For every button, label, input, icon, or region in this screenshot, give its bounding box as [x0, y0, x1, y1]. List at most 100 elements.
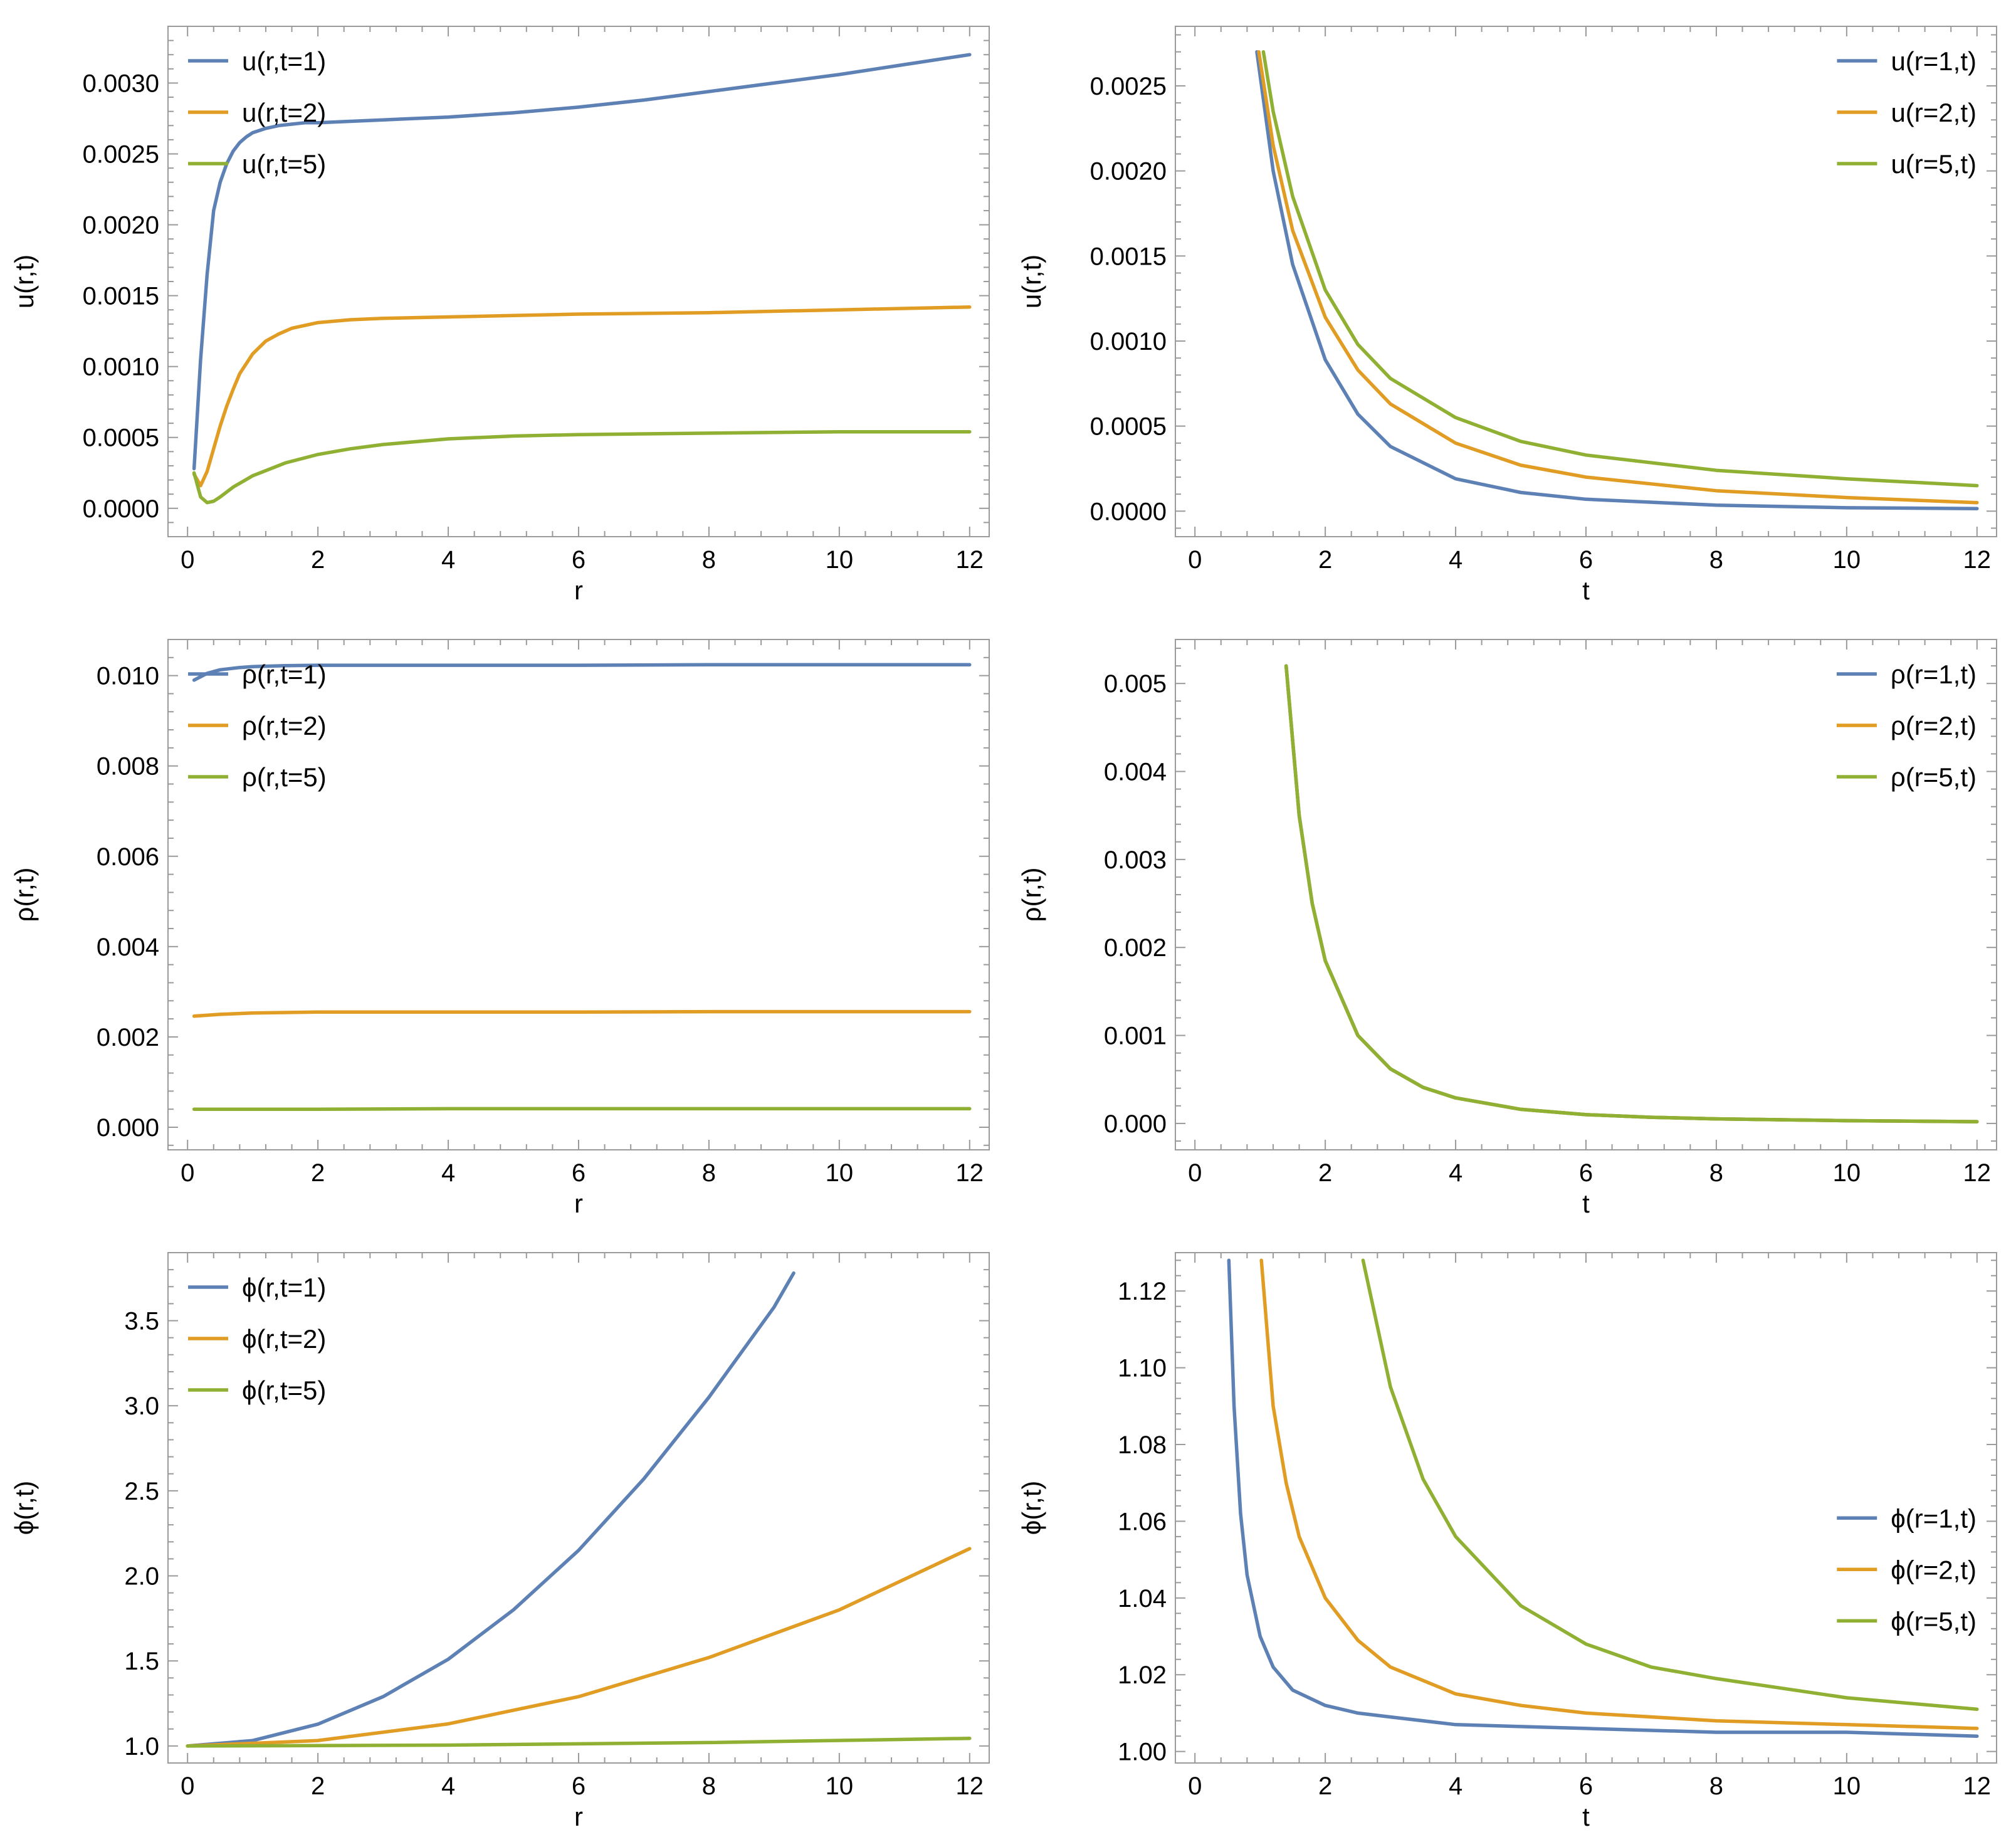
legend-label: ρ(r=2,t)	[1891, 711, 1977, 740]
x-tick-label: 12	[956, 1159, 984, 1187]
y-axis-label: ρ(r,t)	[1017, 868, 1046, 922]
x-tick-label: 0	[181, 1772, 194, 1800]
series-line-rho-r-t-1	[192, 663, 972, 682]
series-line-u-r-2-t	[1257, 50, 1979, 505]
panel-phi-vs-t: 0 2 4 6 8 10 12 1.00 1.02 1.04 1.06 1.08 1.10 1.12 t ϕ(…	[1017, 1252, 1997, 1831]
x-tick-label: 10	[826, 546, 854, 574]
y-tick-label: 1.08	[1118, 1431, 1167, 1459]
legend: ϕ(r,t=1) ϕ(r,t=2) ϕ(r,t=5)	[188, 1273, 326, 1405]
y-tick-label: 0.0015	[83, 283, 159, 310]
series-line-rho-r-t-2	[192, 1009, 972, 1018]
legend: ϕ(r=1,t) ϕ(r=2,t) ϕ(r=5,t)	[1837, 1503, 1977, 1636]
x-tick-label: 6	[572, 1159, 585, 1187]
series-line-u-r-t-2	[192, 305, 972, 488]
y-tick-label: 0.0025	[1090, 73, 1167, 100]
legend-label: ρ(r=5,t)	[1891, 762, 1977, 792]
y-tick-label: 0.008	[97, 753, 159, 781]
series-line-phi-r-2-t	[1259, 1258, 1979, 1730]
x-tick-label: 6	[572, 1772, 585, 1800]
x-tick-label: 0	[181, 1159, 194, 1187]
series-line-phi-r-1-t	[1227, 1258, 1979, 1738]
legend: u(r,t=1) u(r,t=2) u(r,t=5)	[188, 46, 326, 179]
x-tick-label: 2	[311, 1772, 325, 1800]
legend: u(r=1,t) u(r=2,t) u(r=5,t)	[1837, 46, 1977, 179]
x-tick-label: 0	[1188, 1772, 1202, 1800]
y-tick-label: 1.12	[1118, 1278, 1167, 1305]
x-tick-label: 10	[826, 1159, 854, 1187]
x-axis-label: t	[1582, 1189, 1590, 1218]
series-line-rho-r-2-t	[1284, 664, 1979, 1123]
y-tick-label: 1.0	[124, 1733, 159, 1760]
series-line-rho-r-1-t	[1284, 664, 1979, 1123]
legend-label: ϕ(r=5,t)	[1891, 1606, 1977, 1636]
x-tick-label: 2	[1318, 1772, 1332, 1800]
plot-area	[192, 53, 972, 505]
y-tick-label: 3.0	[124, 1392, 159, 1420]
y-tick-label: 0.0005	[1090, 413, 1167, 441]
plot-frame	[1175, 1252, 1997, 1764]
y-tick-label: 0.004	[1104, 759, 1167, 786]
legend-label: ρ(r,t=1)	[242, 660, 327, 689]
y-tick-label: 1.04	[1118, 1585, 1167, 1613]
y-axis-label: u(r,t)	[9, 255, 39, 308]
legend-label: ϕ(r=1,t)	[1891, 1503, 1977, 1533]
plot-area	[1227, 1258, 1979, 1738]
x-axis-label: t	[1582, 576, 1590, 605]
y-tick-label: 0.0010	[1090, 328, 1167, 355]
x-tick-label: 2	[311, 546, 325, 574]
x-tick-label: 12	[956, 546, 984, 574]
series-line-rho-r-5-t	[1284, 664, 1979, 1123]
y-tick-label: 0.0020	[1090, 158, 1167, 186]
x-tick-label: 0	[1188, 1159, 1202, 1187]
x-axis-label: t	[1582, 1802, 1590, 1831]
x-tick-label: 8	[1709, 546, 1723, 574]
x-tick-label: 12	[1963, 1772, 1992, 1800]
x-tick-label: 10	[1833, 1772, 1861, 1800]
y-tick-label: 0.0015	[1090, 243, 1167, 270]
x-tick-label: 2	[1318, 1159, 1332, 1187]
plot-area	[192, 663, 972, 1111]
x-tick-label: 10	[1833, 1159, 1861, 1187]
legend: ρ(r,t=1) ρ(r,t=2) ρ(r,t=5)	[188, 660, 327, 792]
panel-rho-vs-t: 0 2 4 6 8 10 12 0.000 0.001 0.002 0.003 0.004 0.005 t…	[1017, 639, 1997, 1218]
y-tick-label: 0.002	[1104, 934, 1167, 962]
x-tick-label: 6	[1579, 1772, 1593, 1800]
y-tick-label: 2.5	[124, 1478, 159, 1505]
panel-u-vs-t: 0 2 4 6 8 10 12 0.0000 0.0005 0.0010 0.0015 0.0020 0…	[1017, 26, 1997, 605]
legend-label: ϕ(r,t=5)	[242, 1376, 326, 1405]
legend-label: u(r=5,t)	[1891, 149, 1977, 179]
y-axis-label: ρ(r,t)	[9, 868, 39, 922]
legend-label: u(r=2,t)	[1891, 98, 1977, 127]
y-tick-label: 2.0	[124, 1563, 159, 1591]
y-axis-label: u(r,t)	[1017, 255, 1046, 308]
x-axis-label: r	[574, 576, 583, 605]
legend-label: ϕ(r=2,t)	[1891, 1555, 1977, 1584]
x-tick-label: 0	[181, 546, 194, 574]
x-tick-label: 4	[1449, 1772, 1462, 1800]
plot-area	[186, 1271, 972, 1748]
y-tick-label: 1.02	[1118, 1661, 1167, 1689]
x-tick-label: 8	[1709, 1159, 1723, 1187]
y-tick-label: 1.00	[1118, 1739, 1167, 1766]
y-tick-label: 0.0010	[83, 354, 159, 381]
y-tick-label: 0.0030	[83, 70, 159, 97]
series-line-u-r-t-1	[192, 53, 972, 471]
x-tick-label: 10	[1833, 546, 1861, 574]
x-tick-label: 8	[702, 546, 716, 574]
x-tick-label: 4	[441, 546, 455, 574]
x-tick-label: 4	[441, 1772, 455, 1800]
legend-label: u(r,t=5)	[242, 149, 326, 179]
x-tick-label: 8	[702, 1159, 716, 1187]
y-tick-label: 0.010	[97, 663, 159, 690]
panel-phi-vs-r: 0 2 4 6 8 10 12 1.0 1.5 2.0 2.5 3.0 3.5 r ϕ(r,t) ϕ(r,t=…	[9, 1252, 990, 1831]
y-tick-label: 0.002	[97, 1024, 159, 1051]
y-axis-label: ϕ(r,t)	[1017, 1481, 1046, 1535]
legend-label: ρ(r=1,t)	[1891, 660, 1977, 689]
x-tick-label: 10	[826, 1772, 854, 1800]
series-line-u-r-5-t	[1261, 50, 1979, 488]
y-axis-label: ϕ(r,t)	[9, 1481, 39, 1535]
y-tick-label: 0.0005	[83, 424, 159, 452]
legend: ρ(r=1,t) ρ(r=2,t) ρ(r=5,t)	[1836, 660, 1977, 792]
x-tick-label: 12	[956, 1772, 984, 1800]
